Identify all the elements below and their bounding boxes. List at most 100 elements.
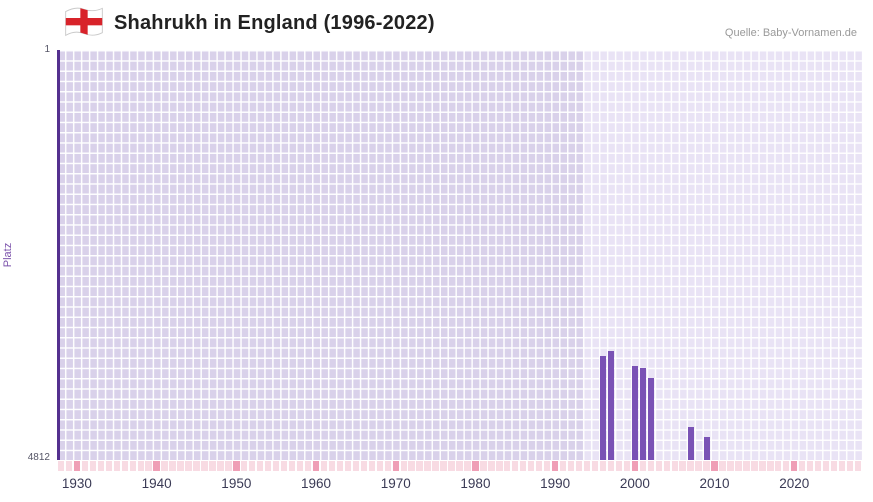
year-cell-1975 (432, 460, 439, 471)
year-cell-2019 (783, 460, 790, 471)
bar-2000[interactable] (631, 365, 638, 460)
year-cell-1931 (81, 460, 89, 471)
year-cell-1932 (89, 460, 97, 471)
year-cell-1999 (623, 460, 631, 471)
year-cell-1929 (65, 460, 73, 471)
x-tick-label-1940: 1940 (141, 476, 172, 491)
year-cell-1960 (312, 460, 320, 471)
year-cell-2013 (735, 460, 742, 471)
year-cell-2005 (671, 460, 678, 471)
x-tick-label-1950: 1950 (221, 476, 252, 491)
year-cell-2027 (846, 460, 854, 471)
bar-2009[interactable] (703, 437, 710, 460)
year-cell-1968 (376, 460, 383, 471)
year-cell-1976 (440, 460, 447, 471)
year-cell-2015 (751, 460, 758, 471)
plot-area (57, 50, 862, 460)
year-cell-2000 (631, 460, 639, 471)
year-cell-1939 (145, 460, 152, 471)
x-tick-label-1970: 1970 (380, 476, 411, 491)
year-cell-2006 (679, 460, 686, 471)
y-tick-top: 1 (44, 44, 50, 55)
year-cell-2017 (767, 460, 774, 471)
year-cell-1961 (320, 460, 328, 471)
year-cell-1949 (225, 460, 232, 471)
year-cell-2001 (639, 460, 646, 471)
x-axis-ticks: 1930 1940 1950 1960 1970 1980 1990 2000 2010 2020 (57, 476, 862, 496)
year-cell-1963 (336, 460, 344, 471)
year-cell-1943 (177, 460, 184, 471)
year-cell-1938 (137, 460, 144, 471)
year-cell-2028 (854, 460, 862, 471)
year-cell-2016 (759, 460, 766, 471)
year-cell-1970 (392, 460, 399, 471)
x-tick-label-2020: 2020 (779, 476, 810, 491)
year-cell-2023 (814, 460, 822, 471)
bar-2001[interactable] (639, 368, 646, 460)
bar-1997[interactable] (607, 351, 614, 460)
year-cell-1935 (113, 460, 120, 471)
year-cell-1954 (265, 460, 272, 471)
year-cell-1990 (551, 460, 559, 471)
bar-1996[interactable] (599, 355, 606, 460)
year-cell-2026 (838, 460, 846, 471)
year-cell-1951 (241, 460, 248, 471)
year-cell-1936 (121, 460, 128, 471)
source-label: Quelle: Baby-Vornamen.de (724, 27, 857, 39)
year-cell-1967 (368, 460, 375, 471)
year-cell-1984 (504, 460, 511, 471)
year-cell-1934 (105, 460, 112, 471)
year-cell-1977 (448, 460, 455, 471)
year-cell-1988 (536, 460, 543, 471)
x-tick-label-1960: 1960 (301, 476, 332, 491)
year-cell-1987 (528, 460, 535, 471)
year-cell-1985 (512, 460, 519, 471)
year-cell-1937 (129, 460, 136, 471)
year-cell-2008 (695, 460, 702, 471)
x-tick-label-1930: 1930 (61, 476, 92, 491)
year-cell-1962 (328, 460, 336, 471)
year-cell-1941 (161, 460, 168, 471)
flag-cross-horizontal (65, 18, 103, 26)
year-cell-2009 (703, 460, 710, 471)
year-cell-1959 (304, 460, 312, 471)
year-cell-1950 (233, 460, 240, 471)
year-cell-2007 (687, 460, 694, 471)
year-cell-1942 (169, 460, 176, 471)
year-cell-1969 (384, 460, 391, 471)
x-tick-label-1980: 1980 (460, 476, 491, 491)
bar-2002[interactable] (647, 378, 654, 460)
year-cell-1965 (352, 460, 360, 471)
year-cell-1998 (615, 460, 623, 471)
year-cell-1991 (559, 460, 567, 471)
year-cell-1952 (249, 460, 256, 471)
year-cell-2011 (719, 460, 726, 471)
year-cell-1992 (567, 460, 575, 471)
highlight-region (583, 50, 862, 460)
y-tick-bottom: 4812 (27, 452, 50, 463)
year-cell-2010 (711, 460, 718, 471)
year-cell-1989 (543, 460, 551, 471)
year-cell-1997 (607, 460, 615, 471)
year-cell-2003 (655, 460, 662, 471)
year-cell-1945 (193, 460, 200, 471)
x-tick-label-1990: 1990 (540, 476, 571, 491)
year-cell-1928 (57, 460, 65, 471)
bar-2007[interactable] (687, 427, 694, 460)
x-tick-label-2000: 2000 (619, 476, 650, 491)
year-cell-2020 (791, 460, 798, 471)
year-cell-2024 (822, 460, 830, 471)
year-cell-1974 (424, 460, 431, 471)
year-cell-1981 (480, 460, 487, 471)
year-cell-1956 (280, 460, 288, 471)
year-cell-1958 (296, 460, 304, 471)
year-cell-1986 (520, 460, 527, 471)
year-cell-2018 (775, 460, 782, 471)
year-cell-1966 (360, 460, 368, 471)
y-axis-label: Platz (2, 242, 15, 268)
year-cell-1930 (73, 460, 81, 471)
year-cell-1957 (288, 460, 296, 471)
year-cell-2014 (743, 460, 750, 471)
y-axis-line (57, 50, 60, 460)
year-cell-1995 (591, 460, 599, 471)
